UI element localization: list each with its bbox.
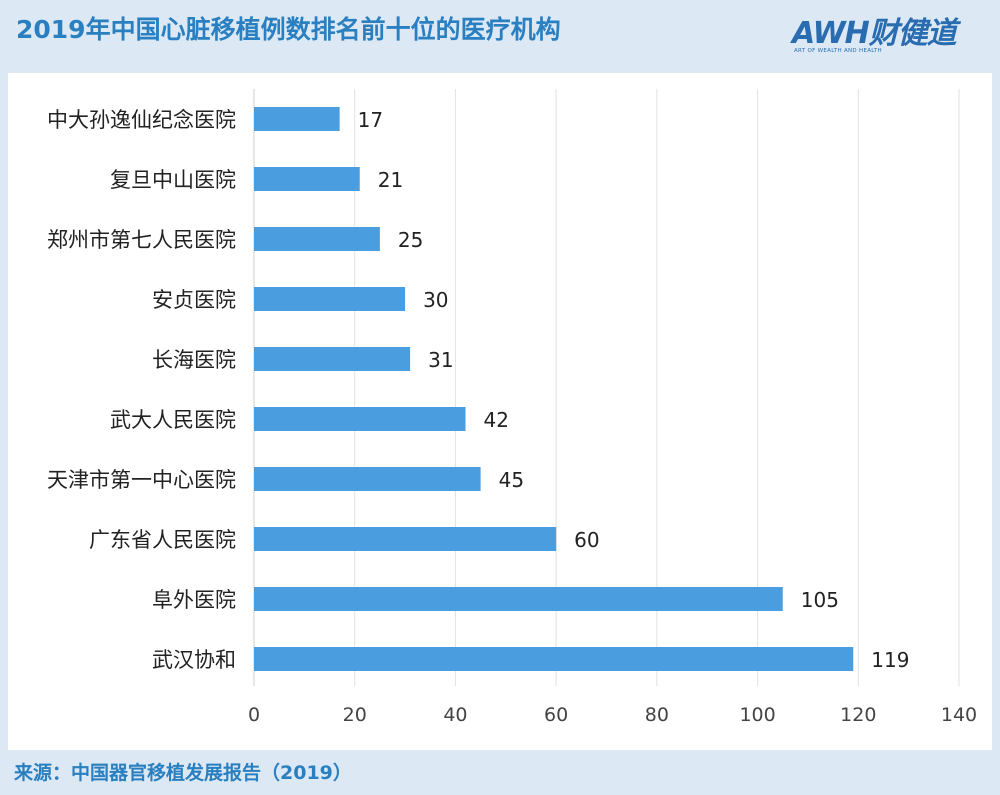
- category-label: 武大人民医院: [110, 408, 236, 432]
- bar: [254, 467, 481, 491]
- category-label: 阜外医院: [152, 588, 236, 612]
- data-label: 60: [574, 528, 599, 552]
- bar: [254, 647, 854, 671]
- x-tick-label: 140: [941, 704, 977, 726]
- category-label: 中大孙逸仙纪念医院: [47, 108, 236, 132]
- category-label: 天津市第一中心医院: [47, 468, 236, 492]
- data-label: 21: [378, 168, 403, 192]
- x-tick-label: 120: [840, 704, 876, 726]
- bar: [254, 587, 783, 611]
- x-tick-label: 80: [645, 704, 669, 726]
- bar: [254, 107, 340, 131]
- category-label: 郑州市第七人民医院: [47, 228, 236, 252]
- logo-tagline: ART OF WEALTH AND HEALTH: [794, 48, 882, 54]
- data-label: 42: [484, 408, 509, 432]
- bar: [254, 227, 380, 251]
- brand-logo: AWH财健道 ART OF WEALTH AND HEALTH: [792, 8, 988, 62]
- logo-wordmark: AWH财健道: [792, 16, 957, 51]
- data-label: 31: [428, 348, 453, 372]
- x-tick-label: 100: [739, 704, 775, 726]
- bar: [254, 347, 411, 371]
- data-label: 105: [801, 588, 839, 612]
- category-label: 长海医院: [152, 348, 236, 372]
- x-tick-label: 40: [443, 704, 467, 726]
- source-note: 来源：中国器官移植发展报告（2019）: [14, 762, 352, 784]
- data-label: 30: [423, 288, 448, 312]
- category-label: 广东省人民医院: [89, 528, 236, 552]
- bar-chart: 中大孙逸仙纪念医院 17 复旦中山医院 21 郑州市第七人民医院 25 安贞医院 30 长海医院…: [47, 89, 977, 726]
- data-label: 25: [398, 228, 423, 252]
- bar: [254, 287, 406, 311]
- category-label: 复旦中山医院: [110, 168, 236, 192]
- header: 2019年中国心脏移植例数排名前十位的医疗机构 AWH财健道 ART OF WE…: [0, 0, 1000, 70]
- bar: [254, 407, 466, 431]
- data-label: 17: [358, 108, 383, 132]
- data-label: 119: [871, 648, 909, 672]
- x-tick-label: 60: [544, 704, 568, 726]
- x-tick-label: 20: [343, 704, 367, 726]
- bar: [254, 527, 557, 551]
- data-label: 45: [499, 468, 524, 492]
- chart-panel: 中大孙逸仙纪念医院 17 复旦中山医院 21 郑州市第七人民医院 25 安贞医院 30 长海医院…: [8, 73, 992, 750]
- category-label: 武汉协和: [152, 648, 236, 672]
- chart-title: 2019年中国心脏移植例数排名前十位的医疗机构: [16, 15, 561, 44]
- x-tick-label: 0: [248, 704, 260, 726]
- bar: [254, 167, 360, 191]
- category-label: 安贞医院: [152, 288, 236, 312]
